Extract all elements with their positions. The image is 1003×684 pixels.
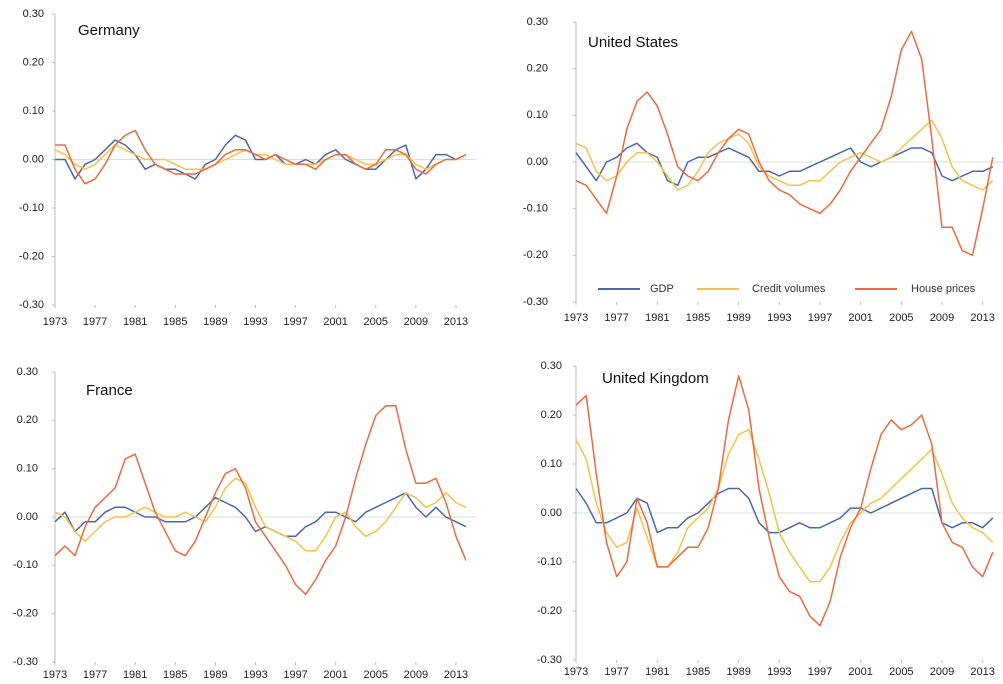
- x-tick-label: 1989: [726, 312, 750, 324]
- y-tick-label: 0.10: [23, 105, 44, 117]
- x-tick-label: 1993: [767, 666, 791, 678]
- x-tick-label: 1977: [83, 669, 107, 681]
- series-line: [54, 144, 467, 170]
- legend-label: Credit volumes: [752, 283, 826, 295]
- x-tick-label: 1981: [645, 312, 669, 324]
- x-tick-label: 2013: [444, 669, 468, 681]
- series-line: [575, 375, 994, 627]
- y-tick-label: -0.30: [13, 656, 38, 668]
- y-tick-label: 0.20: [527, 63, 548, 75]
- x-tick-label: 2001: [323, 669, 347, 681]
- x-tick-label: 2001: [848, 666, 872, 678]
- x-tick-label: 1989: [203, 316, 227, 328]
- panel: 0.30 0.20 0.10 0.00 -0.10 -0.20 -0.30 1973 1977 1…: [523, 16, 1003, 324]
- x-tick-label: 2005: [889, 312, 913, 324]
- x-tick-label: 2001: [323, 316, 347, 328]
- y-tick-label: -0.10: [523, 203, 548, 215]
- x-tick-label: 1985: [163, 669, 187, 681]
- y-tick-label: 0.20: [17, 414, 38, 426]
- x-tick-label: 2009: [404, 669, 428, 681]
- series-line: [55, 129, 467, 185]
- x-tick-label: 2005: [364, 669, 388, 681]
- x-tick-label: 1981: [123, 669, 147, 681]
- x-tick-label: 1973: [564, 312, 588, 324]
- x-tick-label: 1993: [243, 316, 267, 328]
- y-tick-label: -0.20: [13, 608, 38, 620]
- x-tick-label: 1973: [43, 316, 67, 328]
- y-tick-label: 0.00: [541, 507, 562, 519]
- y-tick-label: 0.30: [541, 360, 562, 372]
- series-line: [54, 477, 467, 552]
- y-tick-label: -0.20: [19, 250, 44, 262]
- chart-title: Germany: [78, 22, 140, 39]
- chart-title: United States: [588, 34, 678, 51]
- x-tick-label: 1985: [686, 312, 710, 324]
- y-tick-label: 0.00: [527, 156, 548, 168]
- y-tick-label: 0.30: [23, 8, 44, 20]
- series-line: [575, 428, 994, 583]
- x-tick-label: 2013: [444, 316, 468, 328]
- series-line: [575, 487, 994, 534]
- y-tick-label: 0.00: [17, 511, 38, 523]
- x-tick-label: 2005: [364, 316, 388, 328]
- x-tick-label: 2005: [889, 666, 913, 678]
- x-tick-label: 2013: [970, 312, 994, 324]
- legend-label: House prices: [911, 283, 976, 295]
- y-tick-label: -0.10: [19, 202, 44, 214]
- x-tick-label: 2001: [848, 312, 872, 324]
- legend-label: GDP: [650, 283, 674, 295]
- series-line: [575, 142, 994, 187]
- y-tick-label: -0.10: [13, 559, 38, 571]
- x-tick-label: 1985: [163, 316, 187, 328]
- y-tick-label: 0.10: [527, 109, 548, 121]
- x-tick-label: 1977: [604, 312, 628, 324]
- x-tick-label: 1973: [564, 666, 588, 678]
- x-tick-label: 1997: [283, 669, 307, 681]
- x-tick-label: 1989: [203, 669, 227, 681]
- series-line: [575, 119, 994, 191]
- y-tick-label: -0.30: [523, 296, 548, 308]
- x-tick-label: 1997: [283, 316, 307, 328]
- y-tick-label: -0.20: [537, 605, 562, 617]
- x-tick-label: 1997: [808, 312, 832, 324]
- y-tick-label: -0.30: [537, 654, 562, 666]
- series-line: [54, 405, 467, 596]
- x-tick-label: 1993: [243, 669, 267, 681]
- x-tick-label: 1997: [808, 666, 832, 678]
- x-tick-label: 1981: [123, 316, 147, 328]
- y-tick-label: -0.20: [523, 249, 548, 261]
- x-tick-label: 1985: [686, 666, 710, 678]
- x-tick-label: 1981: [645, 666, 669, 678]
- y-tick-label: 0.10: [17, 463, 38, 475]
- y-tick-label: -0.10: [537, 556, 562, 568]
- x-tick-label: 2009: [930, 666, 954, 678]
- x-tick-label: 2013: [970, 666, 994, 678]
- y-tick-label: 0.00: [23, 153, 44, 165]
- x-tick-label: 1977: [83, 316, 107, 328]
- y-tick-label: 0.30: [17, 366, 38, 378]
- panel: 0.30 0.20 0.10 0.00 -0.10 -0.20 -0.30 1973 1977 1…: [19, 8, 476, 328]
- x-tick-label: 2009: [930, 312, 954, 324]
- y-tick-label: 0.20: [541, 409, 562, 421]
- x-tick-label: 2009: [404, 316, 428, 328]
- y-tick-label: 0.20: [23, 56, 44, 68]
- chart-title: France: [86, 382, 133, 399]
- series-line: [55, 134, 467, 180]
- chart-title: United Kingdom: [602, 370, 709, 387]
- y-tick-label: 0.30: [527, 16, 548, 28]
- x-tick-label: 1993: [767, 312, 791, 324]
- y-tick-label: -0.30: [19, 299, 44, 311]
- series-line: [575, 30, 994, 257]
- x-tick-label: 1977: [604, 666, 628, 678]
- y-tick-label: 0.10: [541, 458, 562, 470]
- x-tick-label: 1973: [43, 669, 67, 681]
- x-tick-label: 1989: [726, 666, 750, 678]
- panel: 0.30 0.20 0.10 0.00 -0.10 -0.20 -0.30 1973 1977 1…: [13, 366, 476, 681]
